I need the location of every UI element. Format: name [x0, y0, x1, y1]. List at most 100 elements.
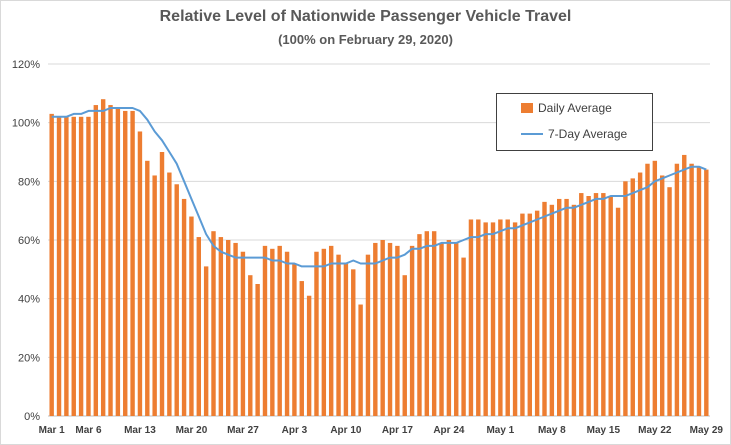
bar-daily-average	[284, 251, 290, 416]
bar-daily-average	[652, 160, 658, 416]
bar-daily-average	[615, 207, 621, 416]
bar-daily-average	[571, 204, 577, 416]
bar-daily-average	[292, 263, 297, 416]
y-tick-label: 40%	[18, 294, 40, 306]
bar-daily-average	[226, 240, 231, 416]
bar-daily-average	[623, 181, 628, 416]
bar-daily-average	[181, 198, 187, 416]
bar-daily-average	[630, 178, 635, 416]
bar-daily-average	[446, 240, 452, 416]
bar-daily-average	[93, 105, 99, 417]
bar-daily-average	[387, 242, 393, 416]
bar-daily-average	[527, 213, 532, 416]
bar-daily-average	[601, 193, 606, 416]
bar-daily-average	[211, 231, 216, 416]
y-tick-label: 60%	[18, 235, 40, 247]
x-tick-label: Mar 20	[176, 425, 208, 436]
bar-daily-average	[328, 245, 334, 416]
chart-title: Relative Level of Nationwide Passenger V…	[159, 8, 572, 25]
x-tick-label: Mar 27	[227, 425, 259, 436]
bar-daily-average	[417, 234, 422, 416]
bar-daily-average	[100, 99, 106, 416]
line-7-day-average	[51, 107, 707, 268]
bar-daily-average	[240, 251, 246, 416]
bar-daily-average	[402, 275, 407, 416]
chart-subtitle: (100% on February 29, 2020)	[278, 32, 453, 47]
legend-label-daily: Daily Average	[538, 101, 612, 115]
bar-daily-average	[314, 251, 319, 416]
bar-daily-average	[395, 245, 400, 416]
bar-daily-average	[557, 198, 562, 416]
bar-daily-average	[682, 154, 687, 416]
legend-swatch-daily	[521, 103, 533, 113]
x-tick-label: May 15	[587, 425, 621, 436]
bar-daily-average	[542, 201, 547, 416]
bar-daily-average	[498, 219, 503, 416]
legend: Daily Average 7-Day Average	[496, 93, 653, 151]
bar-daily-average	[218, 237, 224, 416]
bar-daily-average	[203, 266, 209, 416]
bar-daily-average	[454, 242, 459, 416]
bar-daily-average	[189, 216, 194, 416]
bar-daily-average	[86, 116, 91, 417]
x-tick-label: May 29	[690, 425, 724, 436]
x-tick-label: Apr 17	[382, 425, 414, 436]
bar-daily-average	[343, 263, 349, 416]
bar-daily-average	[667, 187, 672, 416]
bar-daily-average	[299, 281, 304, 416]
bar-daily-average	[137, 131, 143, 416]
y-tick-label: 20%	[18, 352, 40, 364]
bar-daily-average	[564, 198, 569, 416]
bar-daily-average	[336, 254, 341, 416]
bar-daily-average	[380, 240, 385, 416]
x-tick-label: Apr 24	[433, 425, 465, 436]
x-tick-label: Apr 10	[330, 425, 362, 436]
bar-daily-average	[123, 110, 128, 416]
bar-daily-average	[115, 108, 121, 416]
x-tick-label: Mar 6	[75, 425, 102, 436]
bar-daily-average	[255, 284, 260, 416]
bar-daily-average	[505, 219, 510, 416]
bar-daily-average	[351, 269, 356, 416]
bar-daily-average	[549, 204, 555, 416]
bar-daily-average	[270, 248, 275, 416]
legend-swatch-7day	[521, 133, 543, 135]
bar-daily-average	[593, 193, 599, 416]
bar-daily-average	[476, 219, 481, 416]
x-tick-label: Apr 3	[282, 425, 308, 436]
bar-daily-average	[196, 237, 201, 416]
bar-daily-average	[608, 196, 613, 416]
bar-daily-average	[233, 242, 238, 416]
bar-daily-average	[262, 245, 268, 416]
bar-daily-average	[174, 184, 179, 416]
bar-daily-average	[130, 110, 135, 416]
legend-label-7day: 7-Day Average	[548, 127, 628, 141]
bar-daily-average	[409, 245, 415, 416]
bar-daily-average	[659, 175, 665, 416]
y-tick-label: 120%	[12, 59, 40, 71]
legend-item-daily: Daily Average	[521, 101, 612, 115]
bar-daily-average	[512, 222, 518, 416]
bar-daily-average	[637, 172, 643, 416]
bar-daily-average	[145, 160, 150, 416]
bar-daily-average	[306, 295, 312, 416]
bar-daily-average	[365, 254, 371, 416]
x-tick-label: May 22	[638, 425, 672, 436]
bar-daily-average	[704, 169, 709, 416]
bar-daily-average	[461, 257, 466, 416]
bar-daily-average	[520, 213, 525, 416]
bar-daily-average	[321, 248, 327, 416]
bar-daily-average	[167, 172, 172, 416]
bar-daily-average	[439, 242, 444, 416]
x-tick-label: Mar 13	[124, 425, 156, 436]
bar-daily-average	[108, 105, 113, 417]
x-tick-label: May 1	[486, 425, 514, 436]
bar-daily-average	[586, 196, 591, 416]
bar-daily-average	[78, 116, 84, 417]
bar-daily-average	[696, 166, 702, 416]
bar-daily-average	[49, 113, 54, 416]
bar-daily-average	[468, 219, 474, 416]
x-tick-label: Mar 1	[39, 425, 66, 436]
bar-daily-average	[152, 175, 157, 416]
